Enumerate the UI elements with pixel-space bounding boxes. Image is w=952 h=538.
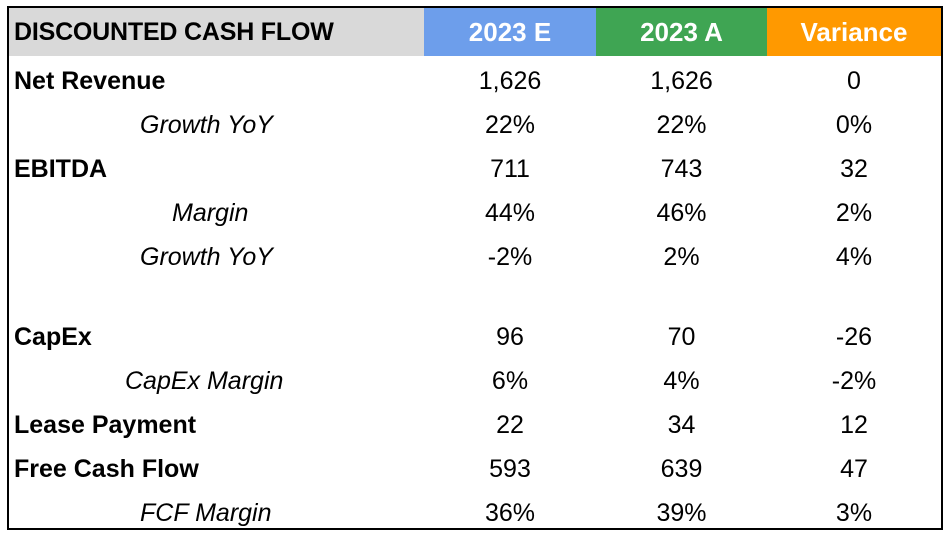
- variance-cell: 32: [840, 154, 868, 183]
- actual-cell: 639: [660, 455, 703, 484]
- variance-cell: -2%: [831, 366, 877, 395]
- row-label: Free Cash Flow: [14, 455, 199, 484]
- row-label: Margin: [172, 199, 249, 228]
- table-row-ebitda-margin: Margin 44% 46% 2%: [9, 192, 941, 236]
- estimate-cell: 6%: [491, 366, 529, 395]
- actual-cell: 34: [667, 410, 696, 439]
- actual-cell: 46%: [656, 199, 707, 228]
- table-row-capex: CapEx 96 70 -26: [9, 315, 941, 359]
- estimate-cell: 593: [489, 455, 531, 484]
- variance-cell: 2%: [835, 199, 873, 228]
- estimate-cell: 711: [490, 154, 530, 183]
- column-header-variance: Variance: [767, 8, 941, 56]
- table-row-revenue-growth: Growth YoY 22% 22% 0%: [9, 103, 941, 147]
- row-label: Lease Payment: [14, 410, 197, 439]
- row-label: CapEx: [14, 322, 92, 351]
- row-label: FCF Margin: [140, 499, 272, 528]
- estimate-cell: 22: [496, 410, 524, 439]
- estimate-cell: 96: [496, 322, 524, 351]
- row-label: CapEx Margin: [125, 366, 284, 395]
- actual-cell: 22%: [656, 110, 707, 139]
- row-label: Net Revenue: [14, 66, 166, 95]
- variance-cell: 0: [847, 66, 861, 95]
- row-label: Growth YoY: [140, 110, 273, 139]
- variance-cell: 4%: [835, 243, 873, 272]
- blank-row: [9, 280, 941, 315]
- row-label: Growth YoY: [140, 243, 273, 272]
- actual-cell: 39%: [656, 499, 707, 528]
- table-row-capex-margin: CapEx Margin 6% 4% -2%: [9, 359, 941, 403]
- column-header-actual: 2023 A: [596, 8, 767, 56]
- variance-cell: 47: [840, 455, 868, 484]
- table-body: Net Revenue 1,626 1,626 0 Growth YoY 22%…: [9, 56, 941, 536]
- variance-cell: -26: [835, 322, 873, 351]
- table-row-net-revenue: Net Revenue 1,626 1,626 0: [9, 59, 941, 103]
- actual-cell: 4%: [663, 366, 700, 395]
- column-header-estimate: 2023 E: [424, 8, 596, 56]
- table-title-cell: DISCOUNTED CASH FLOW: [9, 8, 424, 56]
- actual-cell: 743: [660, 154, 703, 183]
- variance-cell: 3%: [835, 499, 873, 528]
- row-label: EBITDA: [14, 154, 108, 183]
- variance-cell: 12: [840, 410, 868, 439]
- variance-cell: 0%: [835, 110, 873, 139]
- actual-cell: 70: [667, 322, 696, 351]
- dcf-table: DISCOUNTED CASH FLOW 2023 E 2023 A Varia…: [7, 6, 943, 530]
- table-row-fcf-margin: FCF Margin 36% 39% 3%: [9, 492, 941, 536]
- actual-cell: 2%: [663, 243, 700, 272]
- table-header-row: DISCOUNTED CASH FLOW 2023 E 2023 A Varia…: [9, 8, 941, 56]
- table-row-ebitda-growth: Growth YoY -2% 2% 4%: [9, 236, 941, 280]
- table-row-ebitda: EBITDA 711 743 32: [9, 147, 941, 191]
- estimate-cell: -2%: [487, 243, 533, 272]
- estimate-cell: 1,626: [478, 66, 542, 95]
- table-row-lease-payment: Lease Payment 22 34 12: [9, 403, 941, 447]
- estimate-cell: 22%: [484, 110, 536, 139]
- estimate-cell: 44%: [484, 199, 536, 228]
- estimate-cell: 36%: [484, 499, 536, 528]
- table-row-free-cash-flow: Free Cash Flow 593 639 47: [9, 448, 941, 492]
- actual-cell: 1,626: [650, 66, 713, 95]
